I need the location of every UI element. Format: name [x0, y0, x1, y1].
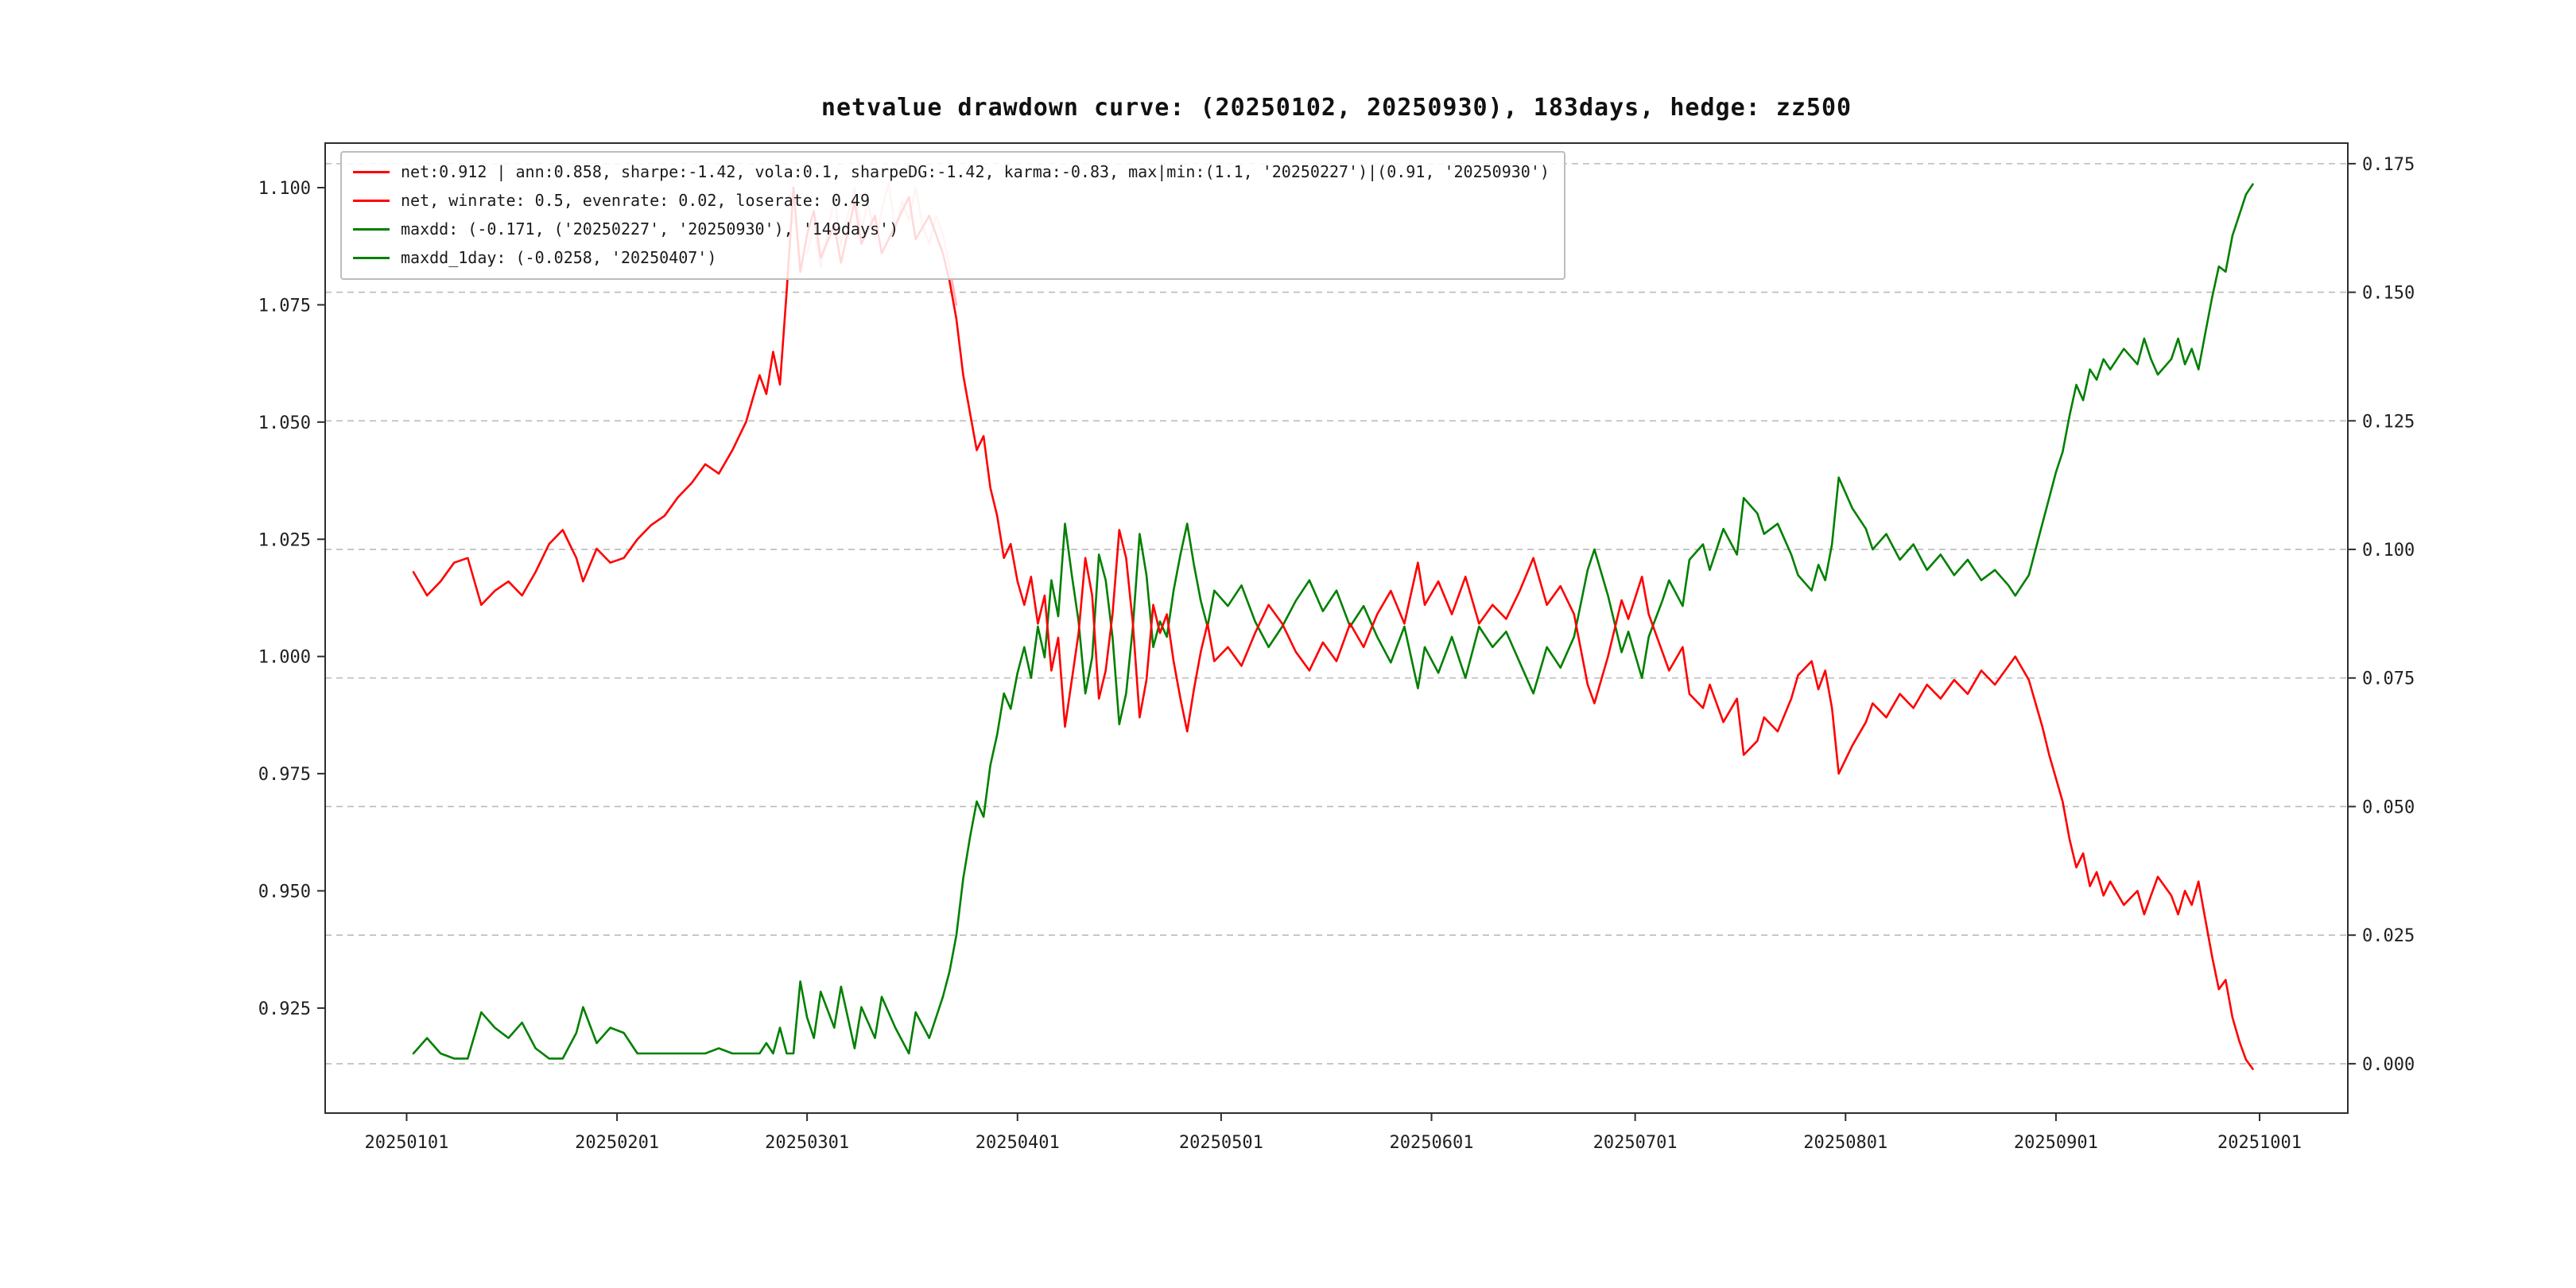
legend-label: maxdd: (-0.171, ('20250227', '20250930')…: [401, 219, 899, 239]
x-tick-label: 20250201: [575, 1133, 659, 1153]
left-tick-label: 0.925: [258, 999, 311, 1019]
left-tick-label: 0.950: [258, 883, 311, 902]
x-tick-label: 20251001: [2217, 1133, 2302, 1153]
x-tick-label: 20250301: [765, 1133, 849, 1153]
legend-line-swatch: [353, 227, 390, 231]
x-tick-label: 20250601: [1390, 1133, 1474, 1153]
legend-item: maxdd_1day: (-0.0258, '20250407'): [353, 245, 1550, 270]
left-tick-label: 1.075: [258, 296, 311, 316]
legend-line-swatch: [353, 199, 390, 202]
right-tick-label: 0.050: [2362, 797, 2415, 817]
chart-legend: net:0.912 | ann:0.858, sharpe:-1.42, vol…: [340, 151, 1565, 280]
left-tick-label: 1.050: [258, 413, 311, 433]
left-tick-label: 1.000: [258, 648, 311, 668]
x-tick-label: 20250401: [976, 1133, 1060, 1153]
x-tick-label: 20250901: [2014, 1133, 2098, 1153]
x-tick-label: 20250501: [1179, 1133, 1263, 1153]
right-tick-label: 0.100: [2362, 541, 2415, 561]
x-tick-label: 20250701: [1593, 1133, 1678, 1153]
series-net: [412, 186, 2254, 1070]
left-tick-label: 1.100: [258, 179, 311, 199]
right-tick-label: 0.075: [2362, 669, 2415, 689]
legend-label: net:0.912 | ann:0.858, sharpe:-1.42, vol…: [401, 162, 1550, 181]
x-tick-label: 20250801: [1803, 1133, 1887, 1153]
right-tick-label: 0.150: [2362, 284, 2415, 304]
legend-line-swatch: [353, 170, 390, 173]
legend-label: net, winrate: 0.5, evenrate: 0.02, loser…: [401, 191, 871, 210]
legend-item: maxdd: (-0.171, ('20250227', '20250930')…: [353, 216, 1550, 242]
plot-frame: [324, 142, 2349, 1114]
right-tick-label: 0.175: [2362, 155, 2415, 175]
legend-line-swatch: [353, 256, 390, 259]
chart-title: netvalue drawdown curve: (20250102, 2025…: [821, 94, 1852, 122]
right-tick-label: 0.125: [2362, 412, 2415, 432]
x-tick-label: 20250101: [364, 1133, 448, 1153]
series-maxdd: [412, 183, 2254, 1060]
left-tick-label: 0.975: [258, 765, 311, 785]
right-tick-label: 0.000: [2362, 1055, 2415, 1075]
left-tick-label: 1.025: [258, 530, 311, 550]
legend-item: net:0.912 | ann:0.858, sharpe:-1.42, vol…: [353, 159, 1550, 184]
legend-label: maxdd_1day: (-0.0258, '20250407'): [401, 248, 717, 267]
legend-item: net, winrate: 0.5, evenrate: 0.02, loser…: [353, 188, 1550, 213]
right-tick-label: 0.025: [2362, 926, 2415, 946]
